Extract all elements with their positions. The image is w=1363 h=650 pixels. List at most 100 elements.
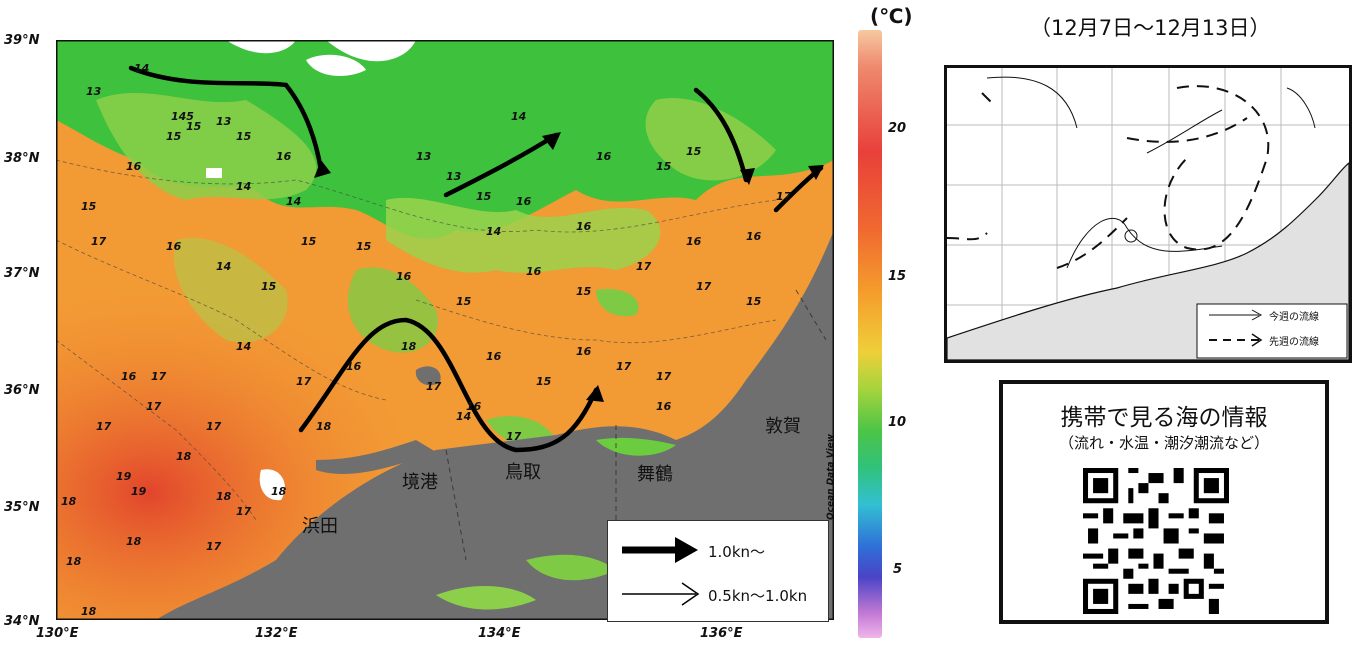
svg-text:17: 17 bbox=[91, 235, 107, 248]
svg-text:17: 17 bbox=[236, 505, 252, 518]
lon-label: 136°E bbox=[700, 626, 743, 641]
svg-text:14: 14 bbox=[134, 62, 149, 75]
current-speed-legend: 1.0kn～ 0.5kn～1.0kn bbox=[607, 520, 829, 622]
svg-text:17: 17 bbox=[206, 540, 222, 553]
svg-text:16: 16 bbox=[486, 350, 502, 363]
svg-text:16: 16 bbox=[126, 160, 142, 173]
svg-text:13: 13 bbox=[446, 170, 462, 183]
svg-text:16: 16 bbox=[576, 220, 592, 233]
svg-text:19: 19 bbox=[116, 470, 132, 483]
lat-label: 36°N bbox=[4, 383, 40, 398]
lat-label: 35°N bbox=[4, 500, 40, 515]
colorbar-tick: 15 bbox=[888, 269, 907, 284]
svg-text:16: 16 bbox=[526, 265, 542, 278]
current-arrow-3 bbox=[693, 87, 749, 183]
svg-text:15: 15 bbox=[166, 130, 182, 143]
svg-text:18: 18 bbox=[61, 495, 77, 508]
svg-text:16: 16 bbox=[466, 400, 482, 413]
city-label-tottori: 鳥取 bbox=[505, 462, 541, 483]
period-title: （12月7日～12月13日） bbox=[1030, 16, 1271, 40]
city-label-maizuru: 舞鶴 bbox=[637, 464, 673, 485]
svg-text:16: 16 bbox=[596, 150, 612, 163]
svg-text:16: 16 bbox=[396, 270, 412, 283]
ocean-data-view-credit: Ocean Data View bbox=[826, 433, 836, 520]
lat-label: 37°N bbox=[4, 266, 40, 281]
legend-last-week: 先週の流線 bbox=[1269, 337, 1319, 348]
temperature-colorbar bbox=[858, 30, 882, 638]
svg-text:14: 14 bbox=[236, 340, 251, 353]
svg-text:16: 16 bbox=[166, 240, 182, 253]
svg-text:15: 15 bbox=[356, 240, 372, 253]
mobile-info-title: 携帯で見る海の情報 bbox=[1060, 405, 1268, 431]
lat-label: 38°N bbox=[4, 151, 40, 166]
city-label-sakaiminato: 境港 bbox=[402, 472, 438, 493]
svg-text:15: 15 bbox=[186, 120, 202, 133]
svg-text:15: 15 bbox=[81, 200, 97, 213]
legend-this-week: 今週の流線 bbox=[1269, 312, 1319, 323]
svg-text:13: 13 bbox=[416, 150, 432, 163]
svg-text:17: 17 bbox=[636, 260, 652, 273]
svg-text:16: 16 bbox=[121, 370, 137, 383]
svg-text:18: 18 bbox=[316, 420, 332, 433]
svg-text:17: 17 bbox=[656, 370, 672, 383]
svg-text:16: 16 bbox=[576, 345, 592, 358]
qr-code-icon[interactable] bbox=[1083, 468, 1229, 614]
current-arrow-2 bbox=[443, 132, 559, 198]
svg-text:15: 15 bbox=[261, 280, 277, 293]
svg-text:15: 15 bbox=[536, 375, 552, 388]
svg-text:15: 15 bbox=[456, 295, 472, 308]
legend-strong-label: 1.0kn～ bbox=[708, 543, 766, 561]
svg-text:17: 17 bbox=[206, 420, 222, 433]
svg-text:13: 13 bbox=[216, 115, 232, 128]
svg-text:18: 18 bbox=[176, 450, 192, 463]
svg-text:18: 18 bbox=[401, 340, 417, 353]
mobile-info-subtitle: （流れ・水温・潮汐潮流など） bbox=[1058, 434, 1269, 452]
city-label-hamada: 浜田 bbox=[302, 516, 338, 537]
svg-text:17: 17 bbox=[506, 430, 522, 443]
lat-label: 39°N bbox=[4, 33, 40, 48]
svg-text:16: 16 bbox=[276, 150, 292, 163]
svg-text:15: 15 bbox=[301, 235, 317, 248]
current-arrow-5 bbox=[298, 317, 599, 453]
svg-text:17: 17 bbox=[616, 360, 632, 373]
legend-weak-label: 0.5kn～1.0kn bbox=[708, 587, 808, 605]
colorbar-unit: (℃) bbox=[870, 4, 913, 28]
svg-text:16: 16 bbox=[746, 230, 762, 243]
svg-text:14: 14 bbox=[456, 410, 471, 423]
svg-text:18: 18 bbox=[81, 605, 97, 618]
svg-text:14: 14 bbox=[511, 110, 526, 123]
svg-text:17: 17 bbox=[96, 420, 112, 433]
colorbar-tick: 5 bbox=[893, 562, 903, 577]
thick-arrow-icon bbox=[622, 537, 698, 563]
svg-text:15: 15 bbox=[236, 130, 252, 143]
svg-text:15: 15 bbox=[576, 285, 592, 298]
svg-text:15: 15 bbox=[476, 190, 492, 203]
lon-label: 130°E bbox=[36, 626, 79, 641]
svg-text:16: 16 bbox=[346, 360, 362, 373]
svg-text:18: 18 bbox=[271, 485, 287, 498]
current-arrow-1 bbox=[128, 65, 324, 173]
svg-text:13: 13 bbox=[86, 85, 102, 98]
colorbar-tick: 10 bbox=[888, 415, 907, 430]
svg-text:18: 18 bbox=[126, 535, 142, 548]
svg-text:15: 15 bbox=[656, 160, 672, 173]
svg-text:14: 14 bbox=[236, 180, 251, 193]
svg-text:18: 18 bbox=[216, 490, 232, 503]
streamline-inset-map: 今週の流線 先週の流線 bbox=[944, 65, 1352, 363]
svg-text:17: 17 bbox=[151, 370, 167, 383]
lon-label: 132°E bbox=[255, 626, 298, 641]
svg-text:17: 17 bbox=[146, 400, 162, 413]
colorbar-tick: 20 bbox=[888, 121, 907, 136]
svg-text:16: 16 bbox=[686, 235, 702, 248]
svg-text:15: 15 bbox=[746, 295, 762, 308]
svg-text:16: 16 bbox=[516, 195, 532, 208]
svg-text:17: 17 bbox=[426, 380, 442, 393]
svg-text:145: 145 bbox=[171, 110, 194, 123]
svg-text:15: 15 bbox=[686, 145, 702, 158]
svg-text:19: 19 bbox=[131, 485, 147, 498]
lon-label: 134°E bbox=[478, 626, 521, 641]
svg-text:14: 14 bbox=[216, 260, 231, 273]
svg-text:17: 17 bbox=[696, 280, 712, 293]
svg-text:16: 16 bbox=[656, 400, 672, 413]
